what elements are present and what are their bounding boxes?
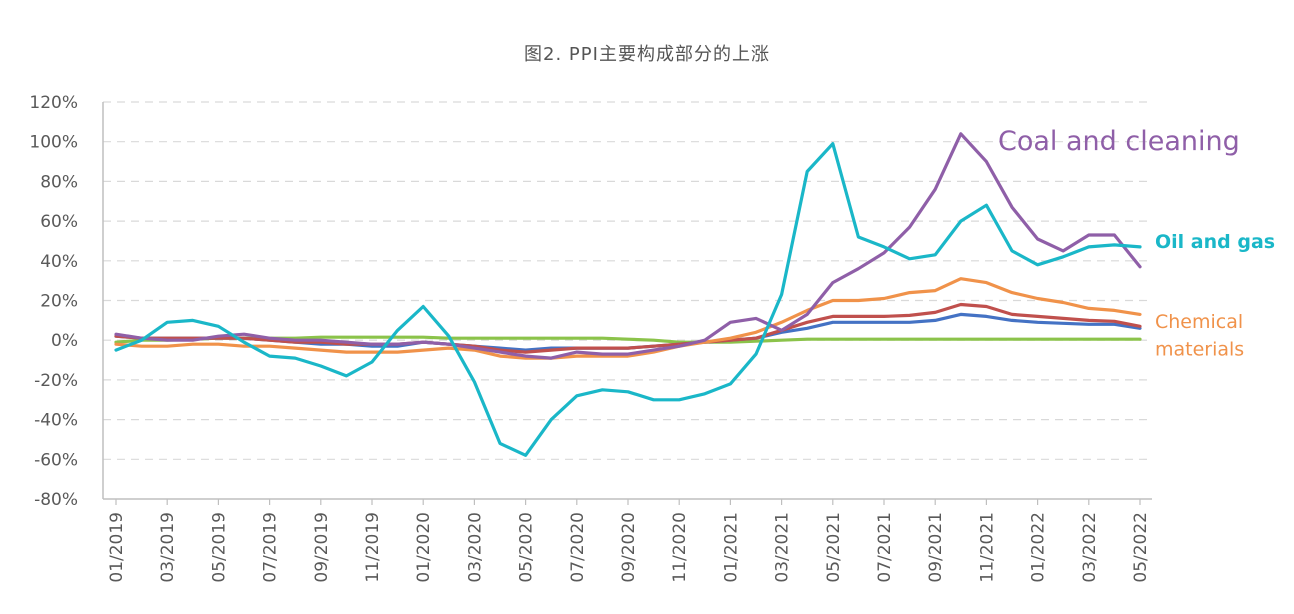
grid-lines <box>103 101 1152 460</box>
x-tick-label: 05/2021 <box>824 512 844 583</box>
series-line <box>114 302 1142 354</box>
x-tick-label: 01/2022 <box>1029 512 1049 583</box>
y-tick-label: -60% <box>34 450 78 470</box>
x-tick-label: 01/2021 <box>721 512 741 583</box>
x-tick-label: 05/2020 <box>517 512 537 583</box>
y-tick-label: 80% <box>40 172 78 192</box>
x-tick-label: 05/2019 <box>209 512 229 583</box>
x-tick-label: 11/2021 <box>977 512 997 583</box>
x-tick-label: 01/2019 <box>107 512 127 583</box>
x-tick-label: 03/2022 <box>1080 512 1100 583</box>
x-tick-label: 09/2021 <box>926 512 946 583</box>
y-tick-label: 20% <box>40 292 78 312</box>
series-line <box>114 132 1142 360</box>
x-tick-label: 11/2019 <box>363 512 383 583</box>
x-axis-ticks: 01/2019 03/2019 05/2019 07/2019 09/2019 11/20… <box>107 499 1151 583</box>
x-tick-label: 03/2021 <box>773 512 793 583</box>
y-tick-label: -20% <box>34 371 78 391</box>
x-tick-label: 09/2020 <box>619 512 639 583</box>
series-line <box>114 142 1142 457</box>
x-tick-label: 09/2019 <box>312 512 332 583</box>
y-tick-label: 0% <box>51 331 78 351</box>
x-tick-label: 07/2021 <box>875 512 895 583</box>
x-tick-label: 11/2020 <box>670 512 690 583</box>
x-tick-label: 03/2020 <box>465 512 485 583</box>
y-tick-label: 120% <box>29 93 78 113</box>
x-tick-label: 01/2020 <box>414 512 434 583</box>
y-tick-label: 100% <box>29 133 78 153</box>
series-lines <box>114 132 1142 457</box>
series-line <box>114 277 1142 360</box>
x-tick-label: 07/2019 <box>261 512 281 583</box>
x-tick-label: 05/2022 <box>1131 512 1151 583</box>
series-label: Chemical materials <box>1155 311 1244 361</box>
x-tick-label: 03/2019 <box>158 512 178 583</box>
series-labels: Chemical materials Coal and cleaning Oil an… <box>998 126 1275 361</box>
y-tick-label: 60% <box>40 212 78 232</box>
y-tick-label: -80% <box>34 490 78 510</box>
series-label: Coal and cleaning <box>998 126 1240 157</box>
series-label: Oil and gas <box>1155 231 1275 253</box>
y-tick-label: -40% <box>34 411 78 431</box>
y-tick-label: 40% <box>40 252 78 272</box>
y-axis-ticks: 120% 100% 80% 60% 40% 20% 0% -20% -40% -60% -80% <box>29 93 78 510</box>
chart-title: 图2. PPI主要构成部分的上涨 <box>524 44 770 65</box>
x-tick-label: 07/2020 <box>568 512 588 583</box>
